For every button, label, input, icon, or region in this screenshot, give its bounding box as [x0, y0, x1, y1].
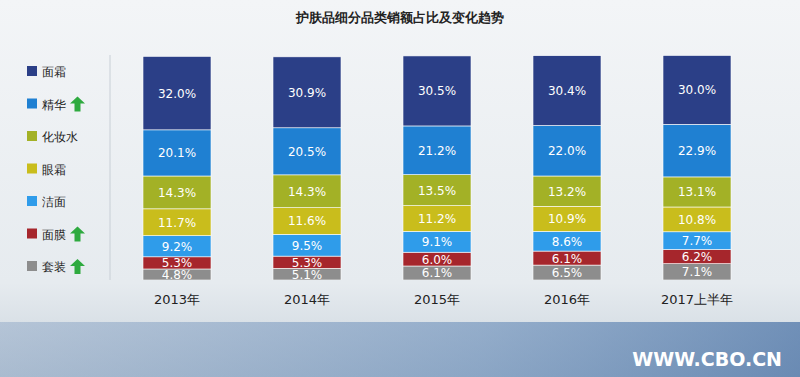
bar-segment [663, 124, 731, 177]
data-label: 14.3% [158, 186, 196, 200]
data-label: 30.4% [548, 84, 586, 98]
legend-swatch [27, 99, 37, 109]
legend-swatch [27, 66, 37, 76]
bar-segment [663, 55, 731, 124]
bar-segment [533, 231, 601, 251]
background [0, 0, 800, 377]
data-label: 22.0% [548, 144, 586, 158]
legend-swatch [27, 131, 37, 141]
bar-segment [403, 231, 471, 252]
bar-segment [143, 176, 211, 209]
bar-segment [663, 264, 731, 280]
bar-segment [533, 206, 601, 231]
data-label: 5.3% [162, 256, 193, 270]
data-label: 22.9% [678, 144, 716, 158]
bar-segment [533, 125, 601, 176]
data-label: 9.1% [422, 235, 453, 249]
data-label: 7.7% [682, 234, 713, 248]
legend-label: 套装 [42, 260, 66, 274]
bars [143, 55, 731, 280]
bar-segment [143, 130, 211, 176]
watermark: WWW.CBO.CN [632, 348, 782, 370]
data-label: 10.8% [678, 213, 716, 227]
bar-segment [663, 249, 731, 263]
legend-arrow [70, 259, 85, 274]
bar-segment [533, 56, 601, 126]
bar-segment [273, 234, 341, 256]
data-label: 5.1% [292, 268, 323, 282]
data-labels: 4.8%5.1%6.1%6.5%7.1%5.3%5.3%6.0%6.1%6.2%… [158, 83, 716, 282]
data-label: 11.6% [288, 214, 326, 228]
bar-segment [273, 175, 341, 208]
data-label: 5.3% [292, 256, 323, 270]
legend-label: 面膜 [42, 228, 66, 242]
data-label: 6.5% [552, 266, 583, 280]
legend-label: 化妆水 [42, 130, 78, 144]
background-band [0, 322, 800, 377]
chart: 护肤品细分品类销额占比及变化趋势4.8%5.1%6.1%6.5%7.1%5.3%… [0, 0, 800, 377]
bar-segment [403, 266, 471, 280]
bar-segment [273, 208, 341, 235]
legend-label: 精华 [42, 98, 66, 112]
data-label: 13.2% [548, 185, 586, 199]
bar-segment [273, 57, 341, 128]
bar-segment [273, 128, 341, 175]
data-label: 30.0% [678, 83, 716, 97]
bar-segment [143, 209, 211, 236]
bar-segment [403, 126, 471, 175]
data-label: 7.1% [682, 265, 713, 279]
legend-label: 洁面 [42, 195, 66, 209]
data-label: 6.1% [552, 252, 583, 266]
bar-segment [143, 236, 211, 257]
bar-segment [663, 177, 731, 207]
legend: 面霜精华化妆水眼霜洁面面膜套装 [27, 65, 85, 274]
legend-arrow [70, 97, 85, 112]
bar-segment [143, 56, 211, 129]
legend-swatch [27, 196, 37, 206]
data-label: 11.2% [418, 212, 456, 226]
bar-segment [663, 207, 731, 232]
legend-swatch [27, 261, 37, 271]
bar-segment [403, 56, 471, 126]
data-label: 6.0% [422, 253, 453, 267]
bar-segment [533, 176, 601, 206]
bar-segment [403, 175, 471, 206]
bar-segment [533, 265, 601, 280]
legend-swatch [27, 229, 37, 239]
bar-segment [663, 232, 731, 250]
data-label: 10.9% [548, 212, 586, 226]
data-label: 13.5% [418, 184, 456, 198]
data-label: 20.5% [288, 145, 326, 159]
legend-swatch [27, 164, 37, 174]
x-tick-label: 2013年 [154, 292, 200, 307]
legend-arrow [70, 227, 85, 242]
data-label: 9.2% [162, 240, 193, 254]
data-label: 20.1% [158, 146, 196, 160]
data-label: 11.7% [158, 216, 196, 230]
data-label: 30.9% [288, 86, 326, 100]
legend-label: 眼霜 [42, 163, 66, 177]
data-label: 32.0% [158, 87, 196, 101]
data-label: 13.1% [678, 185, 716, 199]
data-label: 8.6% [552, 235, 583, 249]
x-tick-label: 2014年 [284, 292, 330, 307]
legend-label: 面霜 [42, 65, 66, 79]
data-label: 9.5% [292, 239, 323, 253]
data-label: 30.5% [418, 84, 456, 98]
data-label: 6.2% [682, 250, 713, 264]
y-axis-line [110, 55, 111, 280]
bar-segment [403, 206, 471, 232]
title: 护肤品细分品类销额占比及变化趋势 [295, 10, 504, 25]
x-tick-label: 2017上半年 [661, 292, 733, 307]
data-label: 6.1% [422, 266, 453, 280]
data-label: 14.3% [288, 185, 326, 199]
bar-segment [403, 252, 471, 266]
x-tick-label: 2016年 [544, 292, 590, 307]
x-tick-label: 2015年 [414, 292, 460, 307]
bar-segment [533, 251, 601, 265]
data-label: 21.2% [418, 144, 456, 158]
